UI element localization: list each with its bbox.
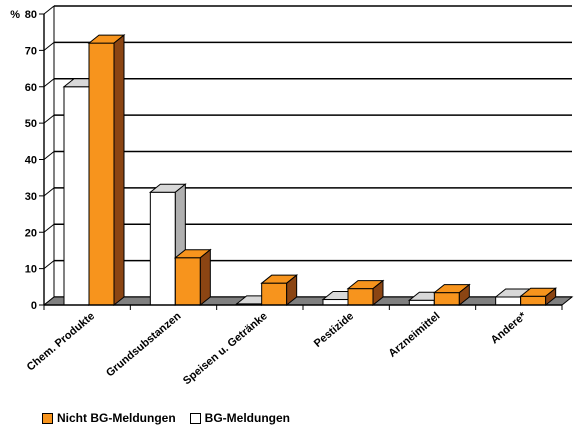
y-tick-label: 80 xyxy=(25,9,37,21)
grid-diagonal xyxy=(43,5,55,15)
x-tick-label: Chem. Produkte xyxy=(25,310,97,373)
bar-nicht-bg xyxy=(520,295,547,306)
bar-nicht-bg xyxy=(88,42,115,306)
grid-diagonal xyxy=(43,260,55,270)
legend-swatch-orange xyxy=(42,412,53,424)
legend-label: Nicht BG-Meldungen xyxy=(57,411,176,425)
legend-item-nicht-bg: Nicht BG-Meldungen xyxy=(42,411,176,425)
bar-side xyxy=(286,274,298,307)
legend-swatch-white xyxy=(189,412,201,424)
legend: Nicht BG-Meldungen BG-Meldungen xyxy=(42,411,304,425)
y-unit-label: % xyxy=(10,9,20,21)
x-tick-label: Speisen u. Getränke xyxy=(181,310,270,387)
bar-bg xyxy=(63,86,90,306)
y-tick-label: 50 xyxy=(25,118,37,130)
y-tick-label: 0 xyxy=(31,300,37,312)
x-tick-label: Andere* xyxy=(489,310,530,347)
legend-label: BG-Meldungen xyxy=(204,411,290,425)
grid-diagonal xyxy=(43,187,55,197)
grid-diagonal xyxy=(43,114,55,124)
x-tick-label: Grundsubstanzen xyxy=(104,310,184,379)
gridlines xyxy=(43,5,572,306)
bar-side xyxy=(458,283,470,307)
bar-bg xyxy=(495,296,522,306)
y-tick-label: 70 xyxy=(25,45,37,57)
grid-diagonal xyxy=(43,223,55,233)
bar-side xyxy=(113,34,125,307)
bar-nicht-bg xyxy=(347,288,374,306)
bar-side xyxy=(545,287,557,307)
bar-side xyxy=(199,248,211,307)
bar-chart: 0 10 20 30 40 50 60 70 80 Chem. Produkte Grundsub… xyxy=(10,5,574,387)
bar-bg xyxy=(408,299,435,306)
y-tick-labels: 0 10 20 30 40 50 60 70 80 xyxy=(25,9,44,312)
grid-diagonal xyxy=(43,151,55,160)
legend-item-bg: BG-Meldungen xyxy=(189,411,290,425)
y-tick-label: 40 xyxy=(25,155,37,167)
grid-diagonal xyxy=(43,78,55,88)
bar-nicht-bg xyxy=(433,292,460,306)
bars xyxy=(62,34,558,307)
bar-nicht-bg xyxy=(261,282,288,306)
y-tick-label: 30 xyxy=(25,191,37,203)
y-tick-label: 20 xyxy=(25,227,37,239)
y-tick-label: 60 xyxy=(25,82,37,94)
y-tick-label: 10 xyxy=(25,264,37,276)
bar-nicht-bg xyxy=(174,257,201,306)
bar-side xyxy=(372,279,384,307)
x-tick-label: Pestizide xyxy=(312,310,356,350)
bar-bg xyxy=(322,299,349,306)
bar-bg xyxy=(149,191,176,306)
x-tick-label: Arzneimittel xyxy=(386,310,442,360)
grid-diagonal xyxy=(43,41,55,51)
